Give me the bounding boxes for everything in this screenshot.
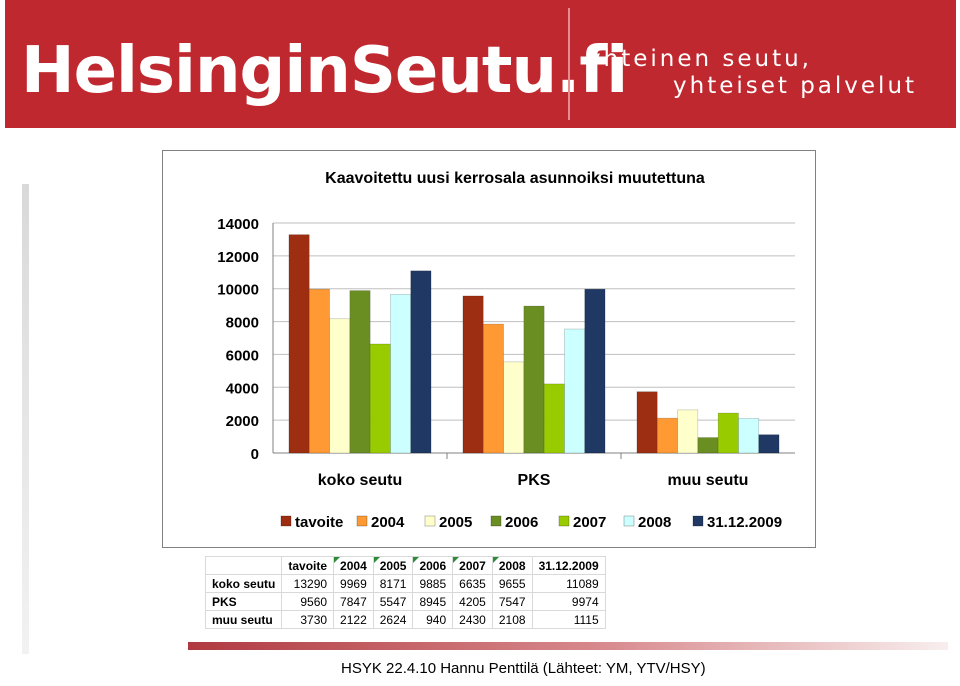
bar [636, 391, 658, 454]
table-cell: 2122 [333, 610, 374, 629]
row-label: muu seutu [204, 610, 283, 629]
table-cell: 3730 [281, 610, 335, 629]
slogan-line-1: yhteinen seutu, [587, 46, 812, 72]
y-tick-label: 6000 [226, 347, 259, 364]
table-cell: 1115 [531, 610, 606, 629]
legend-swatch [490, 515, 502, 527]
logo-divider [568, 8, 570, 120]
table-header-row: tavoite 2004 2005 2006 2007 2008 31.12.2… [204, 556, 606, 575]
slogan-line-2: yhteiset palvelut [673, 73, 918, 99]
footer-decor-bar [188, 642, 948, 650]
bar [329, 318, 351, 454]
table-header: 2007 [452, 556, 493, 575]
table-cell: 7547 [491, 592, 533, 611]
bar [697, 437, 719, 454]
table-cell: 9885 [412, 574, 454, 593]
y-tick-label: 10000 [217, 282, 259, 299]
bar [482, 323, 504, 454]
table-cell: 11089 [531, 574, 606, 593]
legend-swatch [424, 515, 436, 527]
y-tick-label: 8000 [226, 315, 259, 332]
table-cell: 13290 [281, 574, 335, 593]
bar [738, 418, 760, 454]
legend-swatch [558, 515, 570, 527]
table-cell: 7847 [333, 592, 374, 611]
bar [462, 295, 484, 454]
legend-label: tavoite [295, 514, 343, 531]
table-row: PKS 9560 7847 5547 8945 4205 7547 9974 [204, 592, 606, 611]
bar [758, 434, 780, 454]
table-header: 2004 [333, 556, 374, 575]
row-label: PKS [204, 592, 283, 611]
bar [564, 328, 586, 454]
table-cell: 8945 [412, 592, 454, 611]
table-cell: 6635 [452, 574, 493, 593]
bar [390, 294, 412, 454]
data-table: tavoite 2004 2005 2006 2007 2008 31.12.2… [204, 556, 606, 629]
y-tick-label: 14000 [217, 216, 259, 233]
table-header: 2006 [412, 556, 454, 575]
legend-label: 2004 [371, 514, 405, 531]
x-tick-label: PKS [518, 472, 551, 489]
table-row: muu seutu 3730 2122 2624 940 2430 2108 1… [204, 610, 606, 629]
legend-label: 2006 [505, 514, 538, 531]
legend-label: 2005 [439, 514, 472, 531]
table-cell: 4205 [452, 592, 493, 611]
legend-label: 31.12.2009 [707, 514, 782, 531]
logo: HelsinginSeutu.fi [21, 34, 628, 108]
bar [410, 270, 432, 454]
table-cell: 5547 [372, 592, 414, 611]
header-banner: HelsinginSeutu.fi yhteinen seutu, yhteis… [5, 0, 956, 128]
table-cell: 2624 [372, 610, 414, 629]
x-axis-labels: koko seutu PKS muu seutu [318, 472, 749, 489]
legend-swatch [623, 515, 635, 527]
bar [503, 361, 525, 454]
footer-text: HSYK 22.4.10 Hannu Penttilä (Lähteet: YM… [341, 660, 706, 677]
bar [677, 409, 699, 454]
bar [543, 383, 565, 454]
bar [717, 412, 739, 454]
legend-swatch [280, 515, 292, 527]
table-header: 31.12.2009 [531, 556, 606, 575]
y-tick-label: 2000 [226, 413, 259, 430]
table-cell: 9969 [333, 574, 374, 593]
legend-label: 2008 [638, 514, 671, 531]
left-decor-bar [22, 184, 29, 654]
bar [349, 290, 371, 454]
bar [584, 288, 606, 454]
bar [523, 305, 545, 454]
legend-label: 2007 [573, 514, 606, 531]
table-cell: 2108 [491, 610, 533, 629]
y-tick-label: 0 [251, 446, 259, 463]
table-header: 2005 [372, 556, 414, 575]
bar [308, 288, 330, 454]
legend-swatch [356, 515, 368, 527]
legend: tavoite 2004 2005 2006 2007 2008 31.12.2009 [280, 514, 782, 531]
bar-chart: Kaavoitettu uusi kerrosala asunnoiksi mu… [217, 170, 795, 531]
table-cell: 9655 [491, 574, 533, 593]
table-header: 2008 [491, 556, 533, 575]
x-tick-label: muu seutu [668, 472, 749, 489]
y-tick-label: 4000 [226, 380, 259, 397]
y-tick-label: 12000 [217, 249, 259, 266]
bar [288, 234, 310, 454]
bar [369, 343, 391, 454]
row-label: koko seutu [204, 574, 283, 593]
table-cell: 9974 [531, 592, 606, 611]
table-header: tavoite [281, 556, 335, 575]
table-row: koko seutu 13290 9969 8171 9885 6635 965… [204, 574, 606, 593]
table-cell: 8171 [372, 574, 414, 593]
table-cell: 2430 [452, 610, 493, 629]
x-tick-label: koko seutu [318, 472, 402, 489]
chart-frame: Kaavoitettu uusi kerrosala asunnoiksi mu… [162, 150, 816, 548]
table-corner [204, 556, 283, 575]
legend-swatch [692, 515, 704, 527]
y-axis-ticks: 0 2000 4000 6000 8000 10000 12000 14000 [217, 216, 259, 463]
table-cell: 940 [412, 610, 454, 629]
chart-title: Kaavoitettu uusi kerrosala asunnoiksi mu… [325, 170, 705, 187]
table-cell: 9560 [281, 592, 335, 611]
bar [656, 417, 678, 454]
bars [288, 234, 780, 454]
